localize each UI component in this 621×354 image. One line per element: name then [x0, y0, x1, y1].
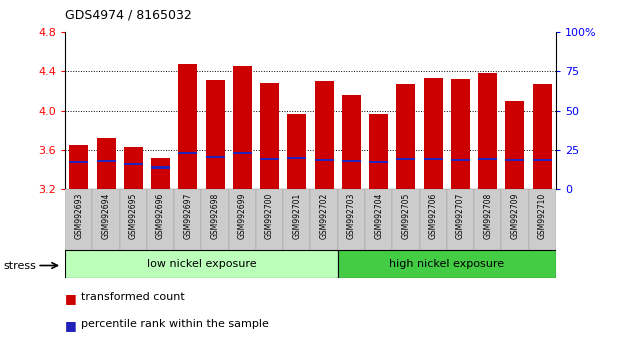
Bar: [70, 145, 88, 189]
Bar: [93, 189, 120, 250]
Bar: [533, 159, 551, 161]
Bar: [70, 161, 88, 163]
Bar: [124, 147, 143, 189]
Text: GSM992700: GSM992700: [265, 193, 274, 239]
Bar: [147, 189, 175, 250]
Bar: [201, 189, 229, 250]
Bar: [233, 152, 252, 154]
Bar: [315, 81, 333, 189]
Bar: [342, 160, 361, 162]
Bar: [478, 73, 497, 189]
Bar: [178, 64, 197, 189]
Bar: [124, 162, 143, 165]
Bar: [501, 189, 528, 250]
Bar: [396, 158, 415, 160]
Bar: [96, 160, 116, 162]
Text: ■: ■: [65, 319, 77, 332]
Bar: [151, 166, 170, 169]
Text: GSM992694: GSM992694: [102, 193, 111, 239]
Bar: [342, 95, 361, 189]
Text: GSM992699: GSM992699: [238, 193, 247, 239]
Text: GSM992705: GSM992705: [401, 193, 410, 239]
Text: transformed count: transformed count: [81, 292, 184, 302]
Text: GSM992706: GSM992706: [428, 193, 438, 239]
Bar: [533, 84, 551, 189]
Text: high nickel exposure: high nickel exposure: [389, 259, 504, 269]
Text: GDS4974 / 8165032: GDS4974 / 8165032: [65, 9, 192, 22]
Text: GSM992696: GSM992696: [156, 193, 165, 239]
Bar: [338, 250, 556, 278]
Text: GSM992703: GSM992703: [347, 193, 356, 239]
Bar: [229, 189, 256, 250]
Text: GSM992702: GSM992702: [320, 193, 329, 239]
Bar: [505, 159, 525, 161]
Bar: [369, 161, 388, 163]
Bar: [260, 83, 279, 189]
Text: GSM992701: GSM992701: [292, 193, 301, 239]
Bar: [178, 152, 197, 154]
Text: low nickel exposure: low nickel exposure: [147, 259, 256, 269]
Bar: [505, 101, 525, 189]
Bar: [315, 159, 333, 161]
Bar: [175, 189, 201, 250]
Text: GSM992707: GSM992707: [456, 193, 465, 239]
Bar: [451, 79, 470, 189]
Bar: [528, 189, 556, 250]
Text: percentile rank within the sample: percentile rank within the sample: [81, 319, 269, 329]
Bar: [283, 189, 310, 250]
Bar: [288, 114, 306, 189]
Text: GSM992704: GSM992704: [374, 193, 383, 239]
Text: GSM992708: GSM992708: [483, 193, 492, 239]
Bar: [120, 189, 147, 250]
Bar: [151, 158, 170, 189]
Text: GSM992710: GSM992710: [538, 193, 546, 239]
Bar: [474, 189, 501, 250]
Bar: [420, 189, 446, 250]
Bar: [396, 84, 415, 189]
Bar: [206, 80, 225, 189]
Text: stress: stress: [3, 261, 36, 271]
Bar: [256, 189, 283, 250]
Text: GSM992697: GSM992697: [183, 193, 193, 239]
Text: GSM992693: GSM992693: [75, 193, 83, 239]
Bar: [310, 189, 338, 250]
Bar: [365, 189, 392, 250]
Bar: [65, 189, 93, 250]
Bar: [233, 66, 252, 189]
Bar: [288, 157, 306, 159]
Bar: [206, 156, 225, 158]
Text: GSM992709: GSM992709: [510, 193, 519, 239]
Bar: [338, 189, 365, 250]
Bar: [392, 189, 420, 250]
Bar: [478, 158, 497, 160]
Bar: [369, 114, 388, 189]
Bar: [260, 158, 279, 160]
Bar: [424, 78, 443, 189]
Bar: [65, 250, 338, 278]
Bar: [446, 189, 474, 250]
Text: GSM992695: GSM992695: [129, 193, 138, 239]
Bar: [451, 159, 470, 161]
Text: ■: ■: [65, 292, 77, 305]
Bar: [96, 138, 116, 189]
Text: GSM992698: GSM992698: [211, 193, 220, 239]
Bar: [424, 158, 443, 160]
